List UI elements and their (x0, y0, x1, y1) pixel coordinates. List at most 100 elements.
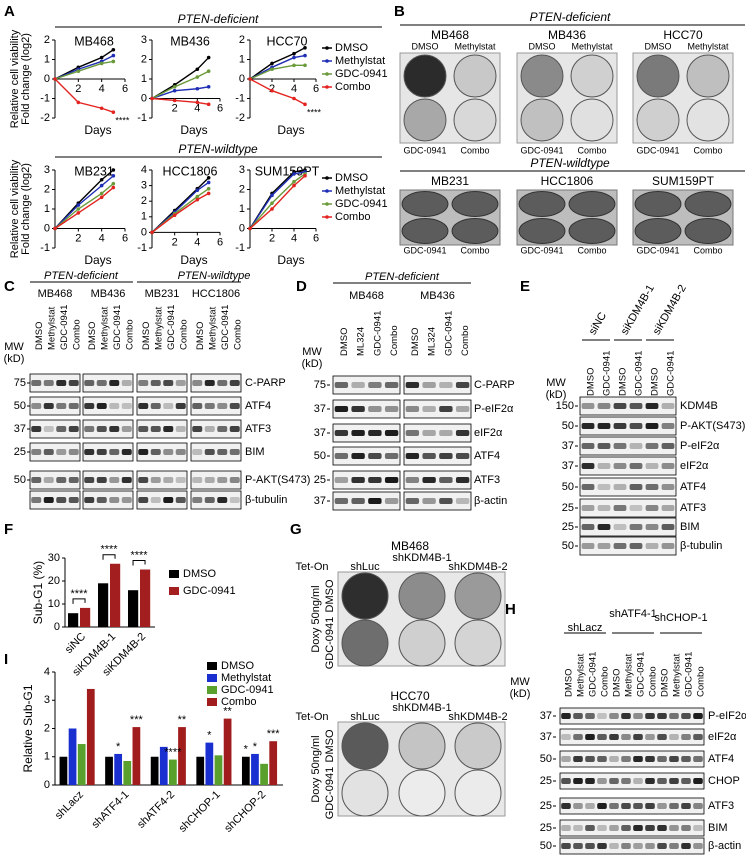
blot-band (645, 803, 655, 809)
bar (196, 756, 205, 785)
blot-band (138, 477, 149, 483)
chart-title: HCC1806 (163, 164, 218, 178)
legend-marker (325, 59, 329, 63)
blot-band (621, 803, 631, 809)
protein-label: P-eIF2α (680, 440, 720, 452)
mw-marker: 37 (314, 427, 326, 439)
blot-band (613, 403, 627, 409)
protein-label: ATF3 (708, 800, 734, 812)
x-axis-label: Days (277, 123, 304, 137)
cell-line: HCC70 (663, 28, 703, 42)
well (636, 98, 680, 142)
blot-band (609, 713, 619, 719)
y-tick-label: 3 (44, 164, 50, 176)
well (453, 54, 497, 98)
blot-band (597, 734, 607, 740)
blot-band (351, 406, 365, 412)
x-tick-label: 2 (75, 83, 81, 95)
mw-marker: 25 (314, 474, 326, 486)
x-tick-label: 6 (217, 102, 223, 114)
blot-band (175, 477, 186, 483)
blot-band (192, 380, 203, 386)
blot-band (175, 497, 186, 503)
series-line (249, 175, 306, 230)
blot-band (597, 843, 607, 849)
blot-strip (559, 837, 705, 855)
mw-marker: 75 (314, 379, 326, 391)
blot-band (84, 449, 95, 455)
blot-band (561, 734, 571, 740)
blot-strip (82, 373, 134, 393)
blot-band (645, 505, 659, 511)
blot-band (597, 756, 607, 762)
well (518, 218, 566, 244)
y-tick-label: 3 (239, 164, 245, 176)
lane-label: GDC-0941 (166, 305, 177, 350)
blot-strip (579, 498, 677, 518)
series-line (54, 49, 114, 80)
mw-marker: 25 (562, 502, 574, 514)
series-point (195, 67, 200, 72)
chart-title: MB231 (74, 164, 114, 178)
significance: ** (178, 714, 187, 726)
blot-band (609, 825, 619, 831)
significance: * (207, 730, 212, 742)
mw-marker: 50 (540, 840, 552, 852)
well (686, 98, 730, 142)
x-tick-label: 2 (269, 232, 275, 244)
bar (68, 728, 77, 785)
lane-label: ML324 (427, 327, 438, 356)
legend-label: Methylstat (335, 55, 385, 67)
series-point (303, 63, 307, 68)
blot-band (163, 497, 174, 503)
protein-label: ATF4 (708, 753, 734, 765)
blot-strip (332, 423, 401, 443)
bar (214, 755, 223, 785)
legend-label: DMSO (183, 568, 216, 580)
series-line (54, 78, 114, 113)
group-header: PTEN-wildtype (178, 270, 251, 282)
blot-band (31, 449, 42, 455)
blot-band (609, 803, 619, 809)
series-point (111, 110, 116, 114)
blot-band (581, 443, 595, 449)
blot-band (597, 443, 611, 449)
lane-label: Combo (389, 325, 400, 356)
column-label: shKDM4B-2 (448, 561, 507, 573)
y-tick-label: 4 (44, 666, 50, 678)
blot-band (121, 426, 132, 432)
blot-band (657, 756, 667, 762)
series-point (195, 75, 200, 79)
significance: **** (70, 588, 88, 600)
blot-band (597, 803, 607, 809)
blot-band (597, 403, 611, 409)
blot-band (561, 713, 571, 719)
blot-band (422, 498, 436, 504)
panel-letter: I (4, 651, 8, 668)
y-tick-label: 20 (48, 575, 60, 587)
significance: **** (100, 544, 118, 556)
blot-band (229, 477, 240, 483)
blot-band (217, 380, 228, 386)
blot-band (573, 756, 583, 762)
blot-band (31, 477, 42, 483)
protein-label: P-eIF2α (474, 403, 514, 415)
blot-band (150, 403, 161, 409)
blot-band (43, 497, 54, 503)
blot-band (84, 380, 95, 386)
significance: * (253, 741, 258, 753)
blot-band (645, 543, 659, 549)
y-tick-label: 3 (141, 180, 147, 192)
blot-band (597, 524, 611, 530)
blot-band (681, 734, 691, 740)
well (454, 572, 502, 620)
lane-label: GDC-0941 (112, 305, 123, 350)
bracket (132, 560, 146, 566)
blot-band (633, 778, 643, 784)
blot-band (31, 380, 42, 386)
blot-band (633, 713, 643, 719)
blot-strip (403, 375, 472, 395)
bar (114, 753, 123, 785)
series-point (111, 47, 116, 52)
